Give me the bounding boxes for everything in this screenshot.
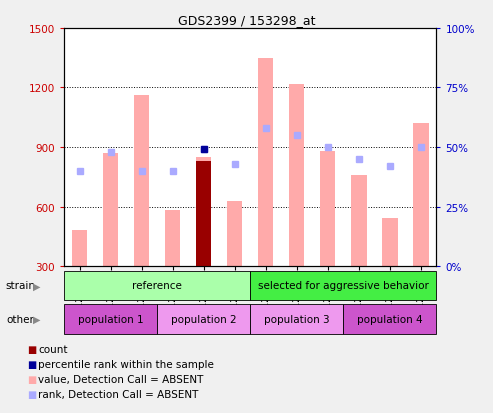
Bar [289, 84, 305, 266]
Text: percentile rank within the sample: percentile rank within the sample [38, 359, 214, 369]
Bar [351, 176, 366, 266]
Bar [72, 231, 87, 266]
Bar [165, 211, 180, 266]
Bar [157, 304, 250, 334]
Text: population 4: population 4 [357, 314, 423, 324]
Text: other: other [6, 314, 34, 324]
Bar [227, 201, 243, 266]
Bar [196, 157, 211, 266]
Bar [343, 304, 436, 334]
Text: ■: ■ [27, 359, 36, 369]
Text: rank, Detection Call = ABSENT: rank, Detection Call = ABSENT [38, 389, 199, 399]
Text: GDS2399 / 153298_at: GDS2399 / 153298_at [178, 14, 315, 27]
Bar [134, 96, 149, 266]
Bar [258, 59, 274, 266]
Text: ▶: ▶ [33, 281, 41, 291]
Text: selected for aggressive behavior: selected for aggressive behavior [258, 281, 429, 291]
Bar [250, 271, 436, 301]
Text: strain: strain [6, 281, 36, 291]
Bar [382, 219, 397, 266]
Text: population 1: population 1 [78, 314, 143, 324]
Text: ■: ■ [27, 374, 36, 384]
Text: population 2: population 2 [171, 314, 237, 324]
Text: reference: reference [132, 281, 182, 291]
Bar [64, 271, 250, 301]
Text: value, Detection Call = ABSENT: value, Detection Call = ABSENT [38, 374, 204, 384]
Bar [196, 161, 211, 266]
Text: ▶: ▶ [33, 314, 41, 324]
Text: population 3: population 3 [264, 314, 329, 324]
Text: ■: ■ [27, 344, 36, 354]
Bar [320, 152, 336, 266]
Bar [250, 304, 343, 334]
Text: ■: ■ [27, 389, 36, 399]
Text: count: count [38, 344, 68, 354]
Bar [103, 154, 118, 266]
Bar [64, 304, 157, 334]
Bar [413, 124, 428, 266]
